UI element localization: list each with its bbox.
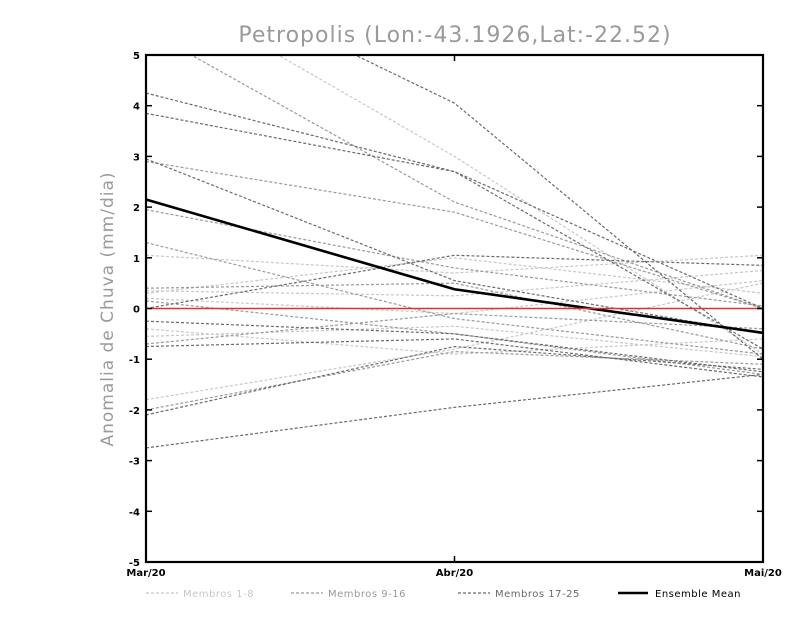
y-tick-label: 3	[133, 152, 140, 163]
series-line-member-20	[146, 158, 763, 335]
series-line-ensemble-mean	[146, 198, 763, 335]
series-line-member-16	[146, 300, 763, 376]
series-line-member-11	[146, 242, 763, 355]
series-line-member-7	[146, 328, 763, 355]
legend-label: Membros 9-16	[328, 589, 406, 600]
series-line-member-13	[146, 312, 763, 345]
y-tick-label: 0	[133, 305, 140, 316]
legend-label: Membros 1-8	[183, 589, 254, 600]
y-tick-label: 4	[133, 102, 140, 113]
y-tick-label: 2	[133, 203, 140, 214]
y-tick-label: 5	[133, 51, 140, 62]
legend-label: Membros 17-25	[495, 589, 580, 600]
series-line-member-17	[353, 55, 763, 360]
x-tick-label: Mar/20	[126, 568, 165, 579]
y-tick-label: -2	[129, 406, 140, 417]
series-line-member-24	[146, 373, 763, 449]
series-line-member-15	[146, 209, 763, 307]
series-line-member-9	[190, 55, 763, 310]
y-tick-label: -3	[129, 457, 140, 468]
x-tick-label: Abr/20	[436, 568, 473, 579]
x-tick-label: Mai/20	[744, 568, 782, 579]
series-line-member-5	[146, 325, 763, 358]
series-line-member-8	[146, 257, 763, 294]
series-line-member-18	[146, 92, 763, 350]
series-line-member-2	[146, 254, 763, 274]
chart-title: Petropolis (Lon:-43.1926,Lat:-22.52)	[238, 23, 671, 48]
legend-label: Ensemble Mean	[655, 589, 741, 600]
series-line-member-12	[146, 282, 763, 350]
plot-area: -5 -4 -3 -2 -1 0 1 2 3 4 5 Mar/20 Abr/20 Mai/20	[126, 51, 782, 579]
series-line-member-22	[146, 320, 763, 373]
y-tick-label: -4	[129, 507, 140, 518]
y-tick-label: 1	[133, 254, 140, 265]
series-line-member-25	[146, 338, 763, 378]
y-axis-label: Anomalia de Chuva (mm/dia)	[98, 171, 118, 446]
series-line-member-10	[146, 160, 763, 310]
series-line-member-21	[146, 254, 763, 310]
legend: Membros 1-8 Membros 9-16 Membros 17-25 Ense…	[146, 589, 741, 600]
y-tick-label: -1	[129, 355, 140, 366]
series-lines	[146, 55, 763, 449]
series-line-member-1	[146, 282, 763, 401]
series-line-member-6	[277, 55, 763, 355]
series-line-member-3	[146, 269, 763, 297]
y-tick-label: -5	[129, 558, 140, 569]
series-line-member-19	[146, 112, 763, 310]
series-line-member-4	[146, 280, 763, 315]
series-line-member-23	[146, 345, 763, 416]
